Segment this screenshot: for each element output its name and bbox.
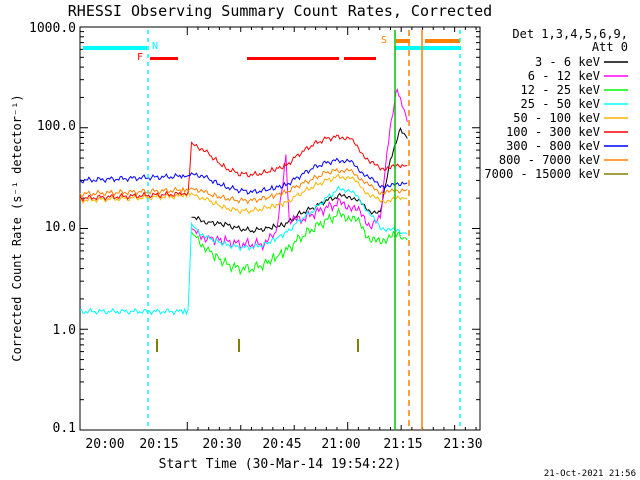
- annotation-markers: N F S: [83, 30, 461, 430]
- series-line: [79, 173, 408, 215]
- night-bar-left: [83, 46, 147, 50]
- flare-marker-label: F: [137, 52, 143, 63]
- x-tick-labels: 20:00 20:15 20:30 20:45 21:00 21:15 21:3…: [85, 437, 482, 452]
- legend-label: 50 - 100 keV: [513, 111, 600, 125]
- x-tick-label: 21:00: [321, 437, 360, 452]
- y-tick-label: 1.0: [53, 323, 76, 338]
- y-tick-labels: 0.1 1.0 10.0 100.0 1000.0: [29, 21, 76, 436]
- olive-marker: [357, 339, 359, 352]
- legend-label: 12 - 25 keV: [521, 83, 600, 97]
- legend-header-line1: Det 1,3,4,5,6,9,: [512, 27, 628, 41]
- y-axis-ticks: [80, 31, 480, 431]
- series-line: [191, 126, 408, 234]
- series-line: [79, 185, 408, 316]
- legend-label: 3 - 6 keV: [535, 55, 600, 69]
- y-tick-label: 100.0: [37, 119, 76, 134]
- x-tick-label: 20:30: [202, 437, 241, 452]
- footer-timestamp: 21-Oct-2021 21:56: [544, 469, 636, 479]
- night-marker-label: N: [152, 41, 158, 52]
- olive-marker: [156, 339, 158, 352]
- series-line: [79, 134, 408, 202]
- x-tick-label: 21:15: [383, 437, 422, 452]
- flare-bar: [344, 57, 376, 60]
- chart-title: RHESSI Observing Summary Count Rates, Co…: [68, 2, 492, 20]
- x-axis-ticks: [186, 27, 477, 430]
- series-line: [79, 167, 408, 205]
- y-axis-label: Corrected Count Rate (s⁻¹ detector⁻¹): [10, 94, 24, 361]
- series-line: [191, 207, 408, 276]
- x-tick-label: 20:00: [85, 437, 124, 452]
- legend-label: 6 - 12 keV: [528, 69, 600, 83]
- y-tick-label: 1000.0: [29, 21, 76, 36]
- series-line: [191, 87, 408, 252]
- x-tick-label: 20:45: [262, 437, 301, 452]
- legend-label: 300 - 800 keV: [506, 139, 600, 153]
- legend-label: 800 - 7000 keV: [499, 153, 600, 167]
- flare-bar: [150, 57, 178, 60]
- legend-label: 7000 - 15000 keV: [484, 167, 600, 181]
- legend-label: 25 - 50 keV: [521, 97, 600, 111]
- x-axis-label: Start Time (30-Mar-14 19:54:22): [159, 457, 402, 472]
- legend-header-line2: Att 0: [592, 40, 628, 54]
- series-line: [79, 157, 408, 195]
- x-tick-label: 20:15: [139, 437, 178, 452]
- y-tick-label: 10.0: [45, 220, 76, 235]
- plot-frame: [79, 26, 481, 431]
- y-tick-label: 0.1: [53, 421, 76, 436]
- saa-bar: [425, 39, 460, 43]
- x-tick-label: 21:30: [443, 437, 482, 452]
- flare-bar: [247, 57, 339, 60]
- series-group: [79, 87, 408, 316]
- olive-marker: [238, 339, 240, 352]
- legend-label: 100 - 300 keV: [506, 125, 600, 139]
- night-bar-right: [395, 46, 461, 50]
- saa-marker-label: S: [381, 35, 387, 46]
- saa-bar: [396, 39, 410, 43]
